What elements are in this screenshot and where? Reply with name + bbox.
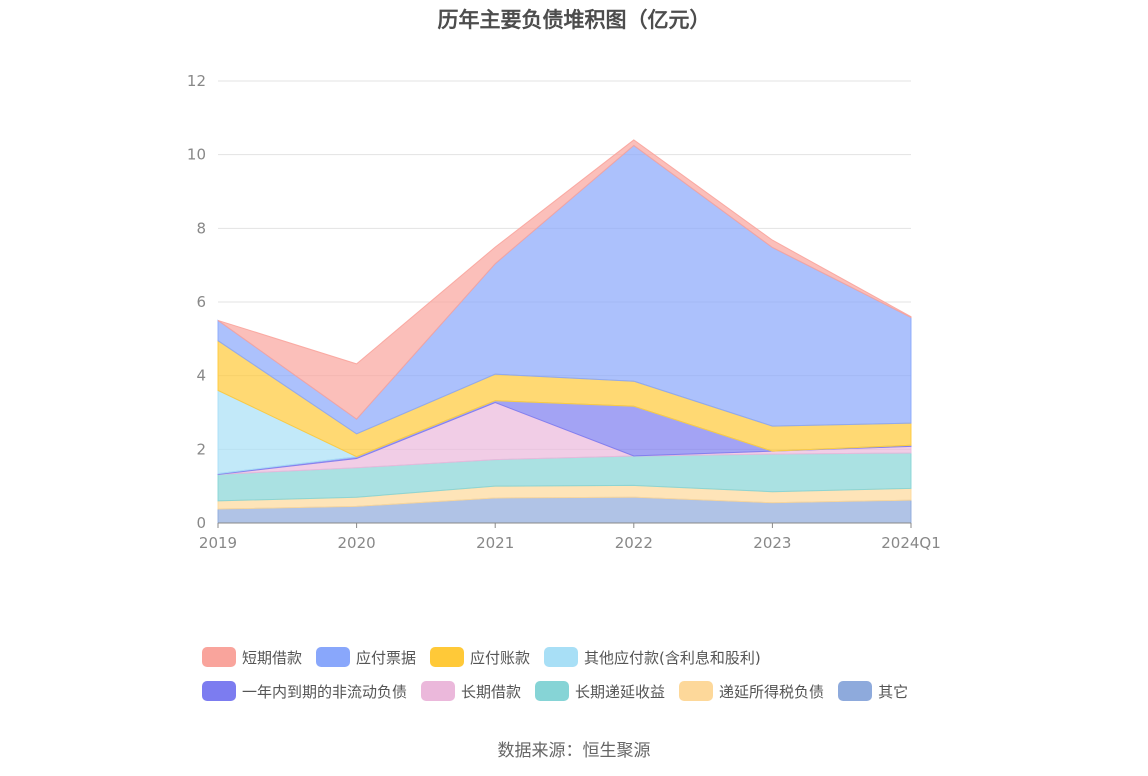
x-tick-label: 2021 xyxy=(476,534,514,552)
legend-label: 其它 xyxy=(878,682,909,701)
area-series xyxy=(217,139,912,420)
legend-label: 长期借款 xyxy=(461,682,522,701)
axes: 0 2 4 6 8 10 12 2019 2020 2021 2022 2023 2024Q1 xyxy=(187,72,941,552)
legend-label: 长期递延收益 xyxy=(575,682,666,701)
area-series-layer xyxy=(217,139,912,524)
x-tick-label: 2020 xyxy=(338,534,376,552)
y-tick-label: 10 xyxy=(187,146,206,164)
y-tick-label: 8 xyxy=(196,219,206,237)
legend-label: 应付票据 xyxy=(356,648,417,667)
legend-swatch xyxy=(679,681,714,701)
legend-item[interactable]: 应付账款 xyxy=(430,647,530,668)
legend-row-1: 短期借款 应付票据 应付账款 其他应付款(含利息和股利) xyxy=(202,640,1002,674)
legend-item[interactable]: 其他应付款(含利息和股利) xyxy=(544,647,761,668)
legend-swatch xyxy=(202,647,236,667)
legend-item[interactable]: 长期借款 xyxy=(421,681,521,702)
x-tick-label: 2024Q1 xyxy=(881,534,941,552)
y-tick-label: 12 xyxy=(187,72,206,90)
legend-swatch xyxy=(430,647,465,667)
legend-label: 其他应付款(含利息和股利) xyxy=(584,648,761,667)
y-tick-label: 2 xyxy=(196,440,206,458)
x-tick-label: 2019 xyxy=(199,534,237,552)
legend-label: 应付账款 xyxy=(470,648,531,667)
legend-item[interactable]: 其它 xyxy=(838,681,908,702)
legend-item[interactable]: 短期借款 xyxy=(202,647,302,668)
legend-swatch xyxy=(316,647,351,667)
y-tick-label: 6 xyxy=(196,293,206,311)
legend-row-2: 一年内到期的非流动负债 长期借款 长期递延收益 递延所得税负债 其它 xyxy=(202,674,1002,708)
legend-item[interactable]: 长期递延收益 xyxy=(535,681,665,702)
y-tick-label: 4 xyxy=(196,367,206,385)
legend-swatch xyxy=(838,681,873,701)
legend-item[interactable]: 递延所得税负债 xyxy=(679,681,824,702)
legend-swatch xyxy=(421,681,456,701)
legend-item[interactable]: 一年内到期的非流动负债 xyxy=(202,681,407,702)
x-tick-label: 2023 xyxy=(753,534,791,552)
legend-swatch xyxy=(544,647,579,667)
chart-title: 历年主要负债堆积图（亿元） xyxy=(437,8,711,32)
x-tick-label: 2022 xyxy=(615,534,653,552)
legend-label: 一年内到期的非流动负债 xyxy=(242,682,408,701)
legend-label: 短期借款 xyxy=(242,648,303,667)
legend-label: 递延所得税负债 xyxy=(719,682,825,701)
legend-swatch xyxy=(202,681,236,701)
legend-item[interactable]: 应付票据 xyxy=(316,647,416,668)
legend: 短期借款 应付票据 应付账款 其他应付款(含利息和股利) 一年内到期的非流动负债 长期借… xyxy=(202,640,1002,708)
source-note: 数据来源：恒生聚源 xyxy=(497,741,651,761)
y-tick-label: 0 xyxy=(196,514,206,532)
legend-swatch xyxy=(535,681,570,701)
